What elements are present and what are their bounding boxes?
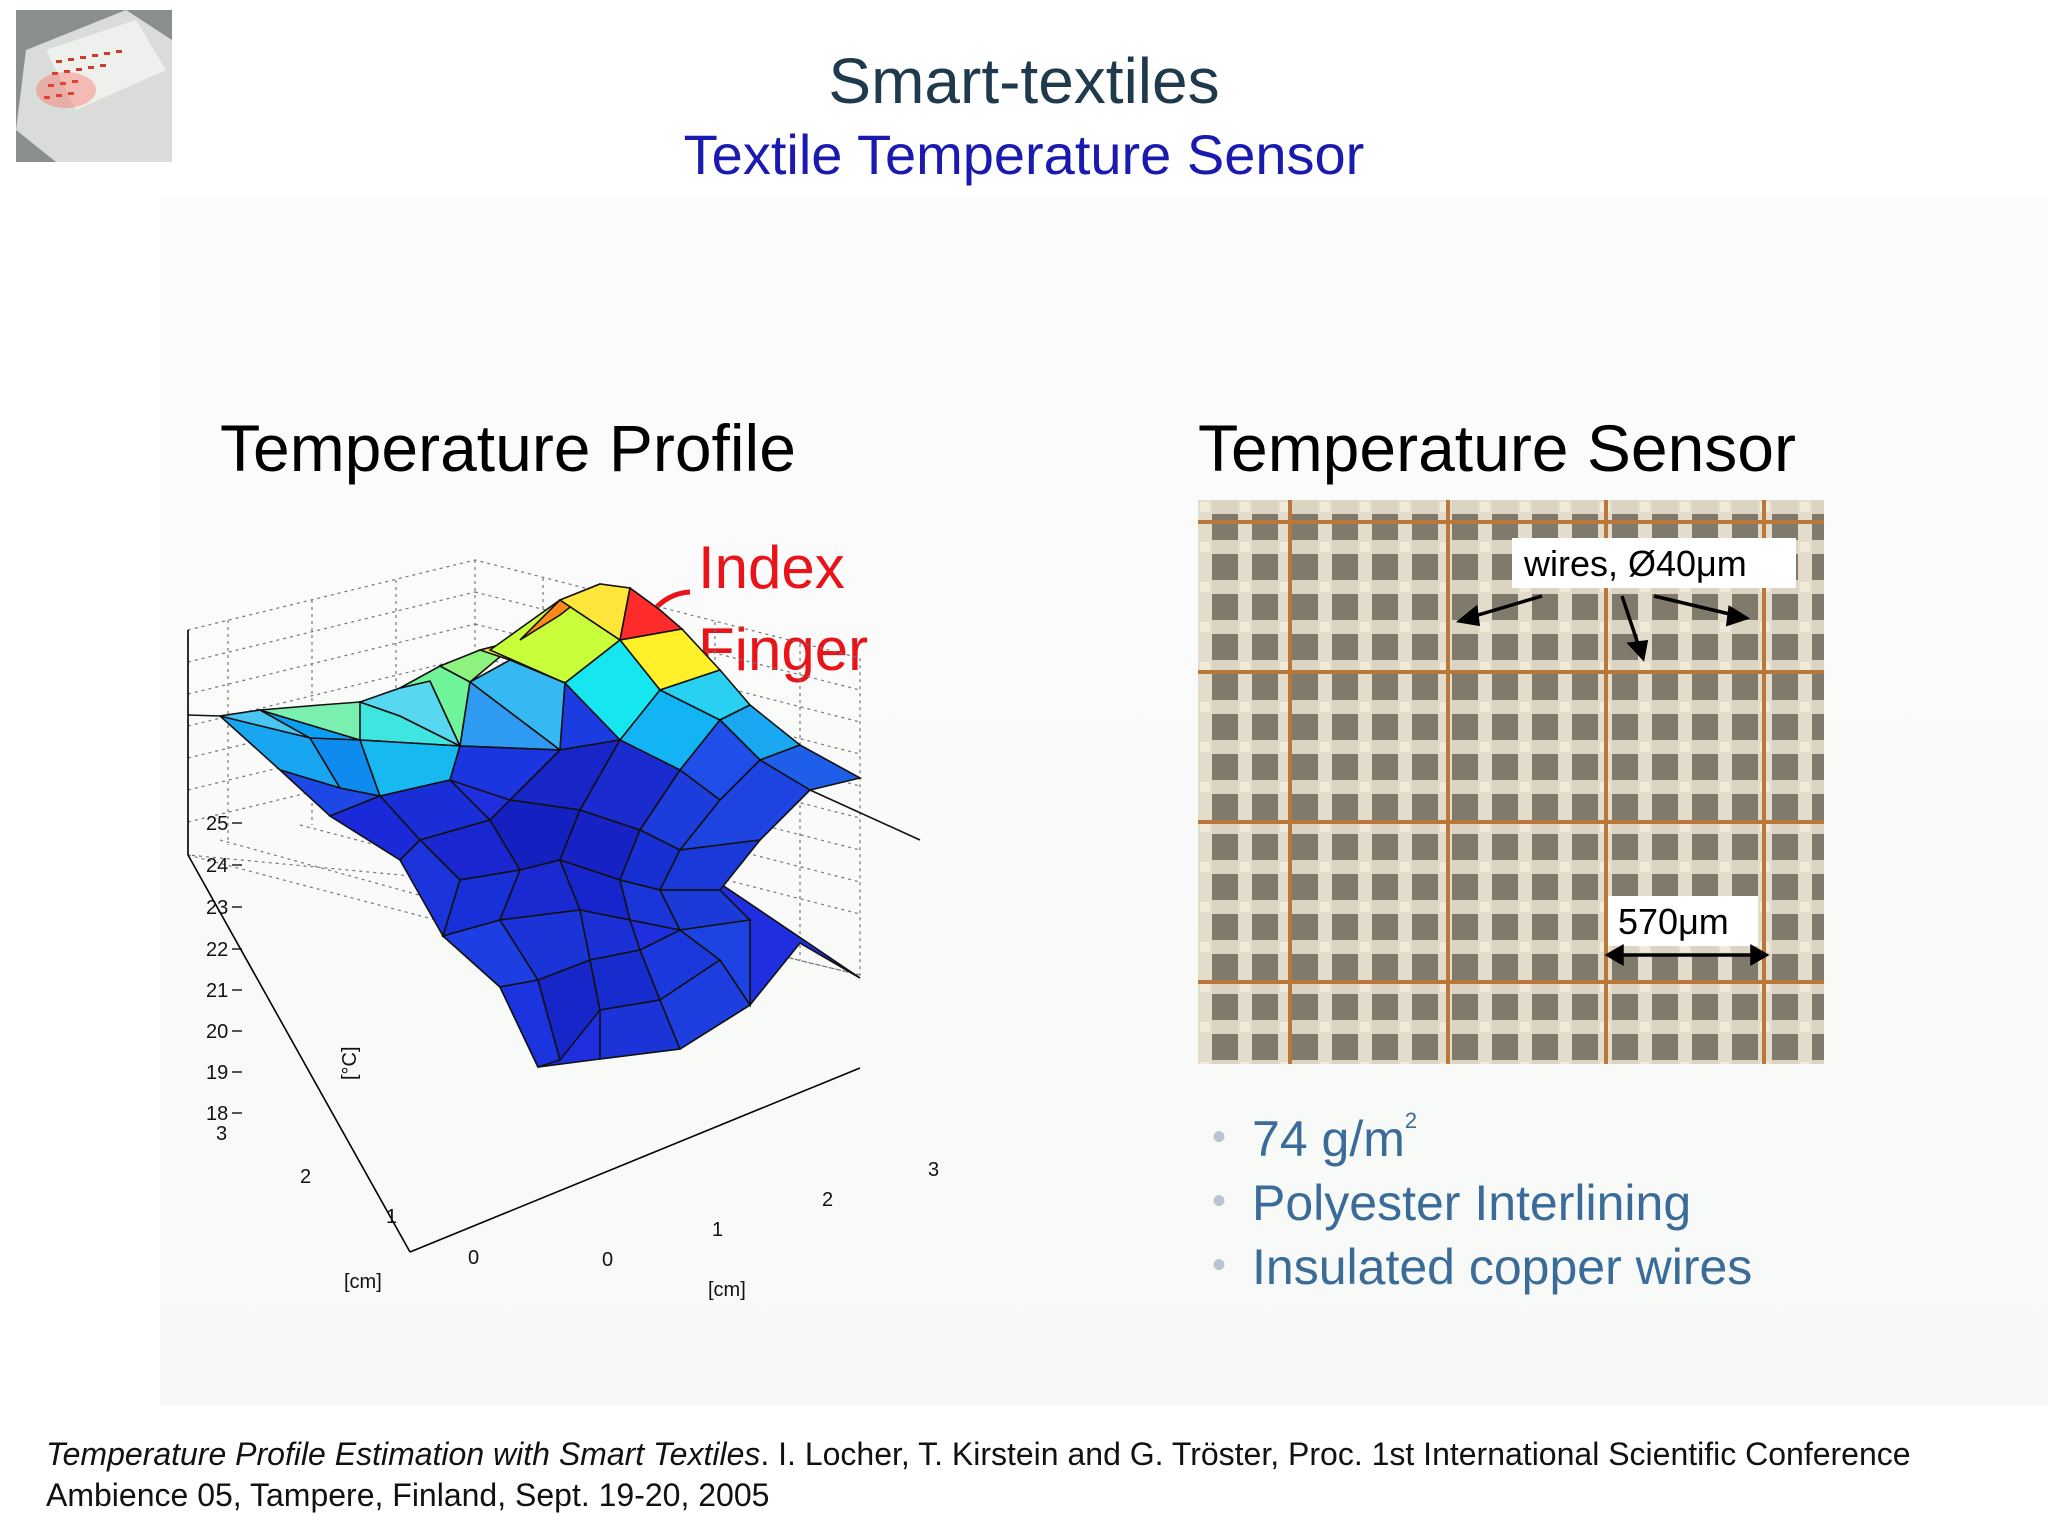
y-tick-labels: 0 1 2 3 [602, 1159, 939, 1271]
plot-axes [187, 630, 861, 1253]
citation: Temperature Profile Estimation with Smar… [46, 1434, 2006, 1516]
slide-title: Smart-textiles [828, 45, 1220, 117]
bullet-text: Polyester Interlining [1252, 1175, 1692, 1231]
temperature-sensor-heading: Temperature Sensor [1198, 411, 1796, 485]
copper-wires [1198, 500, 1824, 1064]
z-tick-label: 22 [206, 939, 228, 961]
spacing-dimension-arrow [1604, 943, 1770, 967]
index-annotation-line1: Index [698, 540, 845, 601]
z-tick-label: 25 [206, 813, 228, 835]
wires-callout-label: wires, Ø40μm [1523, 543, 1747, 584]
z-tick-label: 24 [206, 855, 228, 877]
temperature-surface-plot: Index Finger [187, 540, 939, 1301]
x-tick-labels: 3 2 1 0 [216, 1123, 479, 1269]
z-axis-label: [°C] [339, 1046, 361, 1080]
bullet-dot: • [1212, 1115, 1227, 1159]
x-tick-label: 0 [468, 1247, 479, 1269]
y-axis-label: [cm] [708, 1279, 746, 1301]
z-tick-labels: 25 24 23 22 21 20 19 18 [206, 813, 228, 1125]
list-item: • Polyester Interlining [1212, 1170, 1752, 1234]
sensor-bullet-list: • 74 g/m2 • Polyester Interlining • Insulat… [1212, 1090, 1752, 1298]
wires-callout-box [1512, 538, 1796, 588]
y-tick-label: 2 [822, 1189, 833, 1211]
x-tick-label: 3 [216, 1123, 227, 1145]
z-tick-marks [232, 822, 242, 1114]
z-tick-label: 19 [206, 1062, 228, 1084]
y-tick-label: 1 [712, 1219, 723, 1241]
temperature-profile-heading: Temperature Profile [220, 411, 796, 485]
x-tick-label: 1 [386, 1206, 397, 1228]
list-item: • Insulated copper wires [1212, 1234, 1752, 1298]
surface-mesh [219, 583, 863, 1068]
x-axis-label: [cm] [344, 1271, 382, 1293]
bullet-text: Insulated copper wires [1252, 1239, 1753, 1295]
spacing-callout-label: 570μm [1618, 901, 1729, 942]
wires-callout-arrows [1455, 594, 1751, 662]
bullet-superscript: 2 [1404, 1108, 1418, 1133]
bullet-dot: • [1212, 1179, 1227, 1223]
index-annotation-line2: Finger [698, 616, 868, 683]
y-tick-label: 3 [928, 1159, 939, 1181]
citation-details: . I. Locher, T. Kirstein and G. Tröster,… [46, 1436, 1911, 1513]
x-tick-label: 2 [300, 1166, 311, 1188]
z-tick-label: 21 [206, 980, 228, 1002]
textile-sensor-photo: wires, Ø40μm 570μm [1198, 500, 1824, 1064]
list-item: • 74 g/m2 [1212, 1090, 1752, 1170]
spacing-callout-box [1608, 896, 1758, 946]
bullet-text: 74 g/m [1252, 1111, 1405, 1167]
slide-subtitle: Textile Temperature Sensor [683, 123, 1365, 186]
y-tick-label: 0 [602, 1249, 613, 1271]
citation-title: Temperature Profile Estimation with Smar… [46, 1436, 761, 1472]
bullet-dot: • [1212, 1243, 1227, 1287]
z-tick-label: 23 [206, 897, 228, 919]
z-tick-label: 18 [206, 1103, 228, 1125]
z-tick-label: 20 [206, 1021, 228, 1043]
textile-thumbnail-image [16, 10, 172, 162]
